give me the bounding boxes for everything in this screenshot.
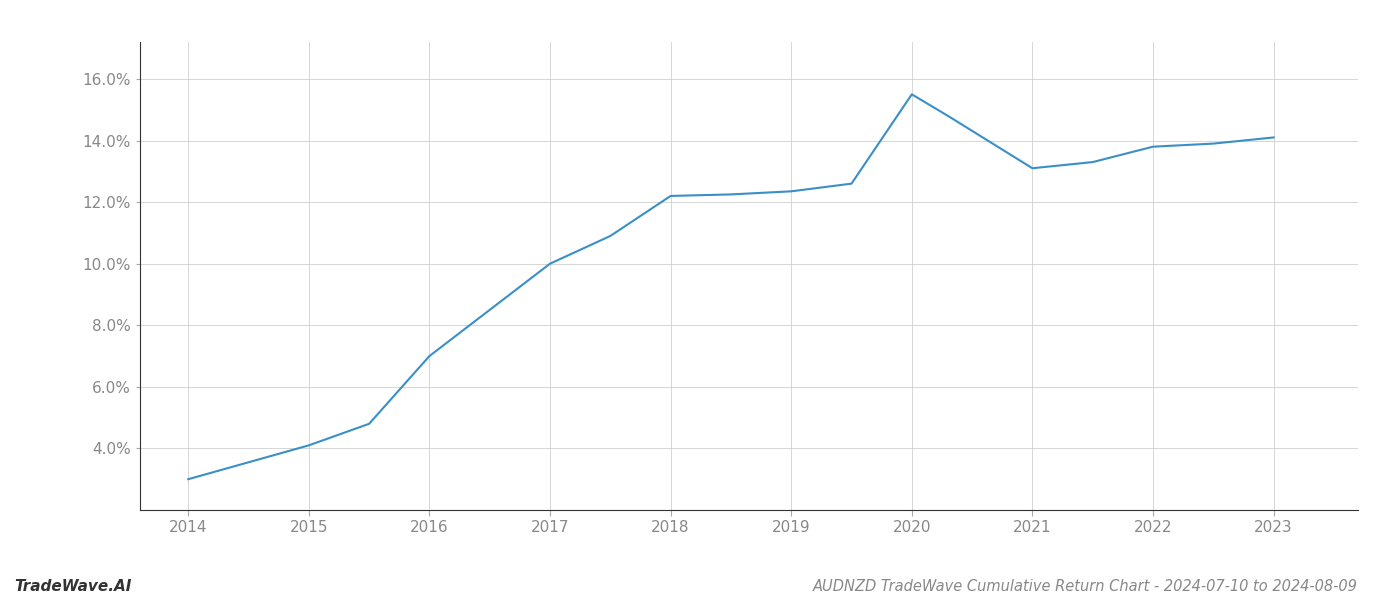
Text: TradeWave.AI: TradeWave.AI bbox=[14, 579, 132, 594]
Text: AUDNZD TradeWave Cumulative Return Chart - 2024-07-10 to 2024-08-09: AUDNZD TradeWave Cumulative Return Chart… bbox=[813, 579, 1358, 594]
